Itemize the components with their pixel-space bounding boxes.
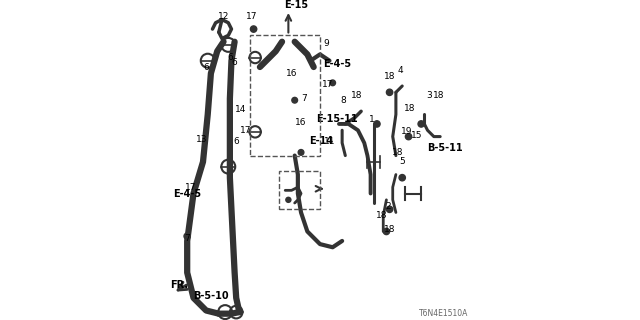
Text: 14: 14	[236, 105, 246, 114]
Text: 4: 4	[398, 66, 403, 75]
Circle shape	[418, 121, 424, 127]
Text: 18: 18	[384, 225, 396, 234]
Text: T6N4E1510A: T6N4E1510A	[419, 309, 468, 318]
Circle shape	[292, 97, 298, 103]
Text: 18: 18	[404, 104, 416, 113]
Text: 18: 18	[351, 91, 362, 100]
Circle shape	[374, 121, 380, 127]
Text: 8: 8	[341, 96, 347, 105]
Text: 15: 15	[411, 131, 422, 140]
Text: E-14: E-14	[310, 136, 333, 146]
Circle shape	[399, 174, 405, 181]
Circle shape	[405, 133, 412, 140]
Text: E-15: E-15	[284, 0, 308, 10]
Text: 17: 17	[246, 12, 258, 21]
Text: 5: 5	[399, 157, 405, 166]
Text: 13: 13	[196, 135, 207, 144]
Text: FR.: FR.	[170, 280, 188, 290]
Text: 6: 6	[227, 53, 233, 62]
Circle shape	[387, 206, 393, 212]
Circle shape	[184, 233, 190, 239]
Text: 17: 17	[240, 126, 252, 135]
Circle shape	[286, 197, 291, 202]
Text: 16: 16	[295, 118, 307, 127]
Text: 16: 16	[286, 69, 298, 78]
Text: 12: 12	[218, 12, 229, 21]
Text: 11: 11	[324, 137, 335, 146]
Text: 6: 6	[204, 62, 209, 71]
Text: 6: 6	[232, 58, 237, 67]
Text: B-5-10: B-5-10	[193, 291, 228, 301]
Text: B-5-11: B-5-11	[427, 143, 463, 153]
Circle shape	[298, 149, 304, 155]
Text: 18: 18	[392, 148, 403, 157]
Text: 7: 7	[301, 94, 307, 103]
Circle shape	[387, 89, 393, 95]
Text: 18: 18	[384, 72, 396, 81]
Circle shape	[383, 228, 390, 235]
Text: 2: 2	[385, 202, 391, 211]
Circle shape	[330, 80, 335, 86]
Text: 17: 17	[322, 80, 333, 89]
Circle shape	[250, 26, 257, 32]
Text: E-4-5: E-4-5	[323, 59, 351, 69]
Text: 17: 17	[184, 183, 196, 192]
Text: 6: 6	[234, 137, 239, 146]
Text: 18: 18	[376, 211, 387, 220]
Text: E-15-11: E-15-11	[317, 114, 358, 124]
Text: 7: 7	[184, 234, 190, 243]
Text: 9: 9	[323, 39, 329, 48]
Text: E-4-5: E-4-5	[173, 188, 201, 198]
Text: 1: 1	[369, 115, 375, 124]
Text: 19: 19	[401, 127, 413, 136]
Text: 3: 3	[426, 91, 432, 100]
Text: 18: 18	[433, 91, 444, 100]
